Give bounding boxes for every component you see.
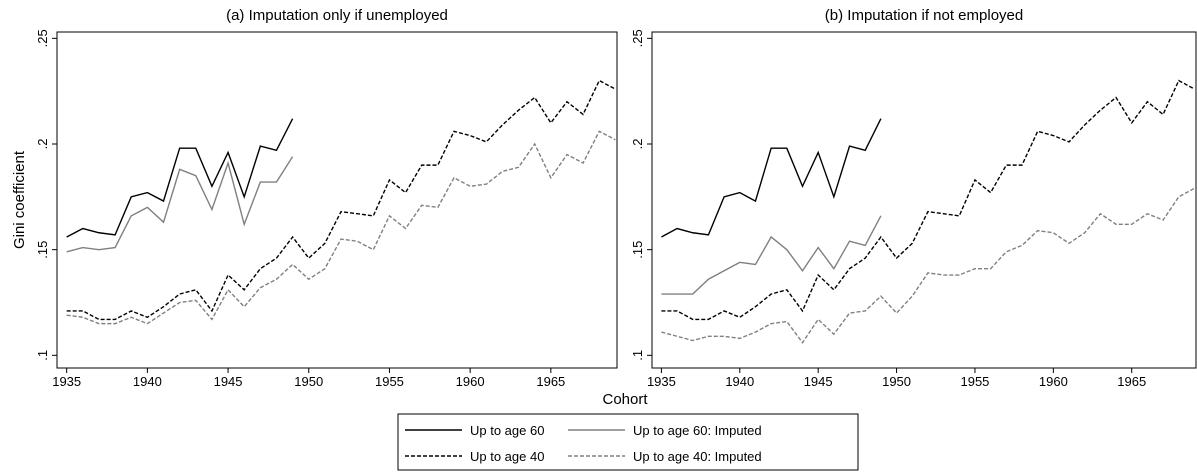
- panel-title: (a) Imputation only if unemployed: [226, 7, 448, 24]
- x-axis-label: Cohort: [602, 391, 648, 408]
- y-tick-label: .2: [630, 139, 645, 150]
- plot-frame: [56, 31, 618, 369]
- series-line: [66, 130, 616, 325]
- x-tick-label: 1950: [882, 374, 911, 389]
- x-tick-label: 1965: [1117, 374, 1146, 389]
- y-tick-label: .25: [35, 29, 50, 47]
- series-line: [661, 187, 1195, 344]
- x-tick-label: 1955: [375, 374, 404, 389]
- x-tick-label: 1960: [456, 374, 485, 389]
- legend-box: [397, 413, 859, 471]
- plot-frame: [651, 31, 1197, 369]
- x-tick-label: 1960: [1039, 374, 1068, 389]
- panel-title: (b) Imputation if not employed: [825, 7, 1023, 24]
- series-line: [661, 79, 1195, 321]
- legend-label: Up to age 40: [470, 449, 544, 464]
- y-tick-label: .1: [630, 350, 645, 361]
- x-tick-label: 1950: [294, 374, 323, 389]
- x-tick-label: 1965: [536, 374, 565, 389]
- x-tick-label: 1945: [804, 374, 833, 389]
- x-tick-label: 1935: [52, 374, 81, 389]
- y-axis-label: Gini coefficient: [11, 150, 28, 249]
- y-tick-label: .2: [35, 139, 50, 150]
- series-line: [661, 215, 882, 295]
- series-line: [66, 79, 616, 321]
- x-tick-label: 1940: [133, 374, 162, 389]
- x-tick-label: 1945: [214, 374, 243, 389]
- legend-label: Up to age 40: Imputed: [633, 449, 762, 464]
- y-tick-label: .1: [35, 350, 50, 361]
- legend-label: Up to age 60: Imputed: [633, 423, 762, 438]
- y-tick-label: .15: [35, 241, 50, 259]
- y-tick-label: .15: [630, 241, 645, 259]
- series-line: [661, 118, 882, 238]
- series-line: [66, 118, 294, 238]
- series-line: [66, 156, 294, 253]
- y-tick-label: .25: [630, 29, 645, 47]
- x-tick-label: 1940: [725, 374, 754, 389]
- legend-label: Up to age 60: [470, 423, 544, 438]
- x-tick-label: 1935: [647, 374, 676, 389]
- x-tick-label: 1955: [960, 374, 989, 389]
